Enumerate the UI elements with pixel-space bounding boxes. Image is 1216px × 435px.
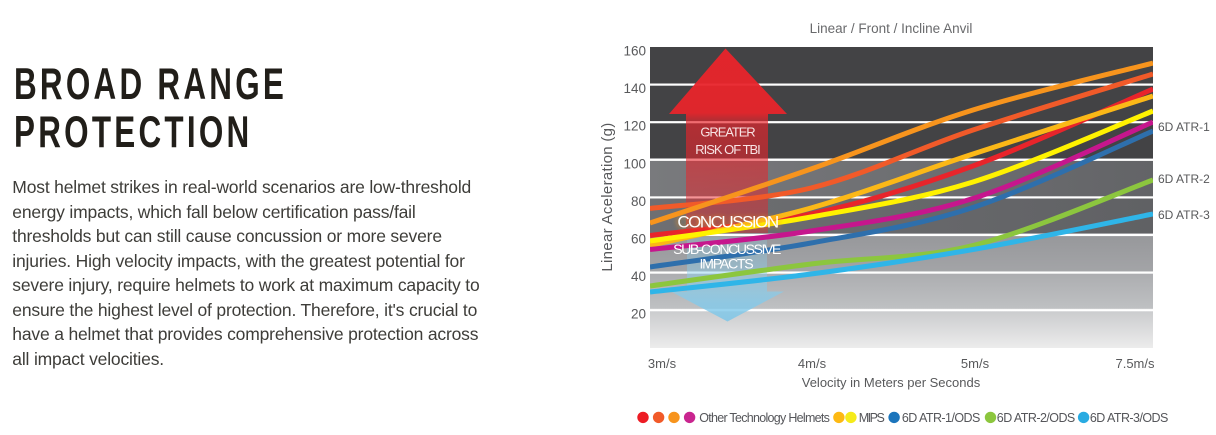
svg-text:Velocity in Meters per Seconds: Velocity in Meters per Seconds xyxy=(802,375,981,390)
svg-text:Other Technology Helmets: Other Technology Helmets xyxy=(699,411,829,425)
svg-text:6D ATR-3/ODS: 6D ATR-3/ODS xyxy=(1090,411,1168,425)
svg-text:6D ATR-3: 6D ATR-3 xyxy=(1158,208,1210,222)
svg-text:5m/s: 5m/s xyxy=(961,356,990,371)
svg-text:IMPACTS: IMPACTS xyxy=(700,257,754,273)
svg-text:MIPS: MIPS xyxy=(859,411,885,425)
svg-text:140: 140 xyxy=(623,81,646,96)
svg-text:CONCUSSION: CONCUSSION xyxy=(677,213,777,232)
svg-text:Linear Aceleration (g): Linear Aceleration (g) xyxy=(599,122,616,271)
svg-text:6D ATR-1: 6D ATR-1 xyxy=(1158,120,1210,134)
svg-text:100: 100 xyxy=(623,156,646,171)
svg-text:80: 80 xyxy=(631,194,646,209)
svg-text:Linear / Front / Incline Anvil: Linear / Front / Incline Anvil xyxy=(810,21,973,36)
svg-text:40: 40 xyxy=(631,269,646,284)
svg-text:7.5m/s: 7.5m/s xyxy=(1115,356,1155,371)
svg-text:6D ATR-1/ODS: 6D ATR-1/ODS xyxy=(902,411,980,425)
svg-text:3m/s: 3m/s xyxy=(648,356,677,371)
svg-text:CONCUSSION: CONCUSSION xyxy=(676,212,780,232)
svg-text:60: 60 xyxy=(631,232,646,247)
svg-text:6D ATR-2: 6D ATR-2 xyxy=(1158,172,1210,186)
svg-text:6D ATR-2/ODS: 6D ATR-2/ODS xyxy=(997,411,1075,425)
svg-text:GREATER: GREATER xyxy=(700,125,755,140)
svg-text:160: 160 xyxy=(623,44,646,59)
svg-text:120: 120 xyxy=(623,119,646,134)
svg-text:SUB-CONCUSSIVE: SUB-CONCUSSIVE xyxy=(673,242,781,258)
svg-text:RISK OF TBI: RISK OF TBI xyxy=(695,142,760,157)
svg-text:20: 20 xyxy=(631,307,646,322)
svg-text:4m/s: 4m/s xyxy=(798,356,827,371)
